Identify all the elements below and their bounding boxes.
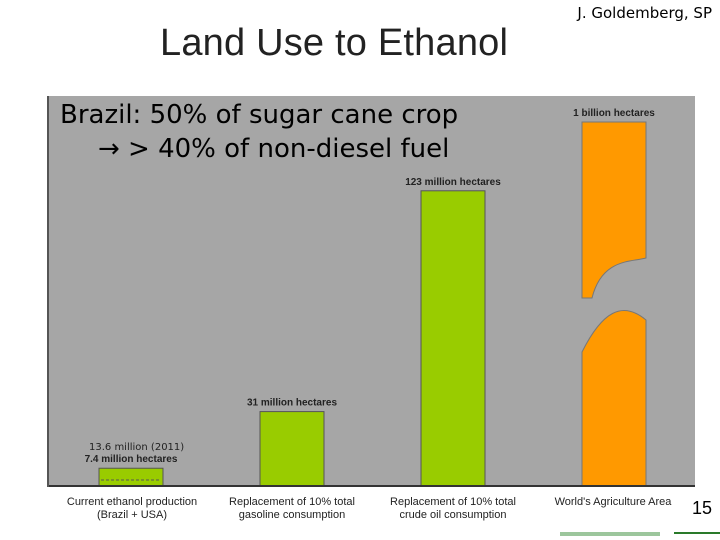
y-axis-line — [47, 96, 49, 487]
category-label-line: World's Agriculture Area — [554, 496, 672, 508]
category-label-line: (Brazil + USA) — [97, 509, 167, 521]
category-label-crude: Replacement of 10% total crude oil consu… — [368, 496, 538, 522]
category-label-line: Current ethanol production — [66, 496, 198, 508]
category-label-current: Current ethanol production (Brazil + USA… — [47, 496, 217, 522]
data-label: 1 billion hectares — [573, 108, 655, 119]
category-label-line: crude oil consumption — [399, 509, 507, 521]
bar — [581, 121, 647, 299]
bar — [259, 411, 325, 487]
brazil-note: Brazil: 50% of sugar cane crop → > 40% o… — [60, 98, 459, 166]
category-label-line: gasoline consumption — [238, 509, 346, 521]
note-line-1: Brazil: 50% of sugar cane crop — [60, 100, 459, 130]
category-label-line: Replacement of 10% total — [229, 496, 355, 508]
note-line-2: → > 40% of non-diesel fuel — [98, 134, 450, 164]
x-axis-line — [49, 485, 695, 487]
data-label: 31 million hectares — [247, 398, 337, 409]
category-label-gasoline: Replacement of 10% total gasoline consum… — [207, 496, 377, 522]
category-label-line: Replacement of 10% total — [390, 496, 516, 508]
page-title: Land Use to Ethanol — [160, 22, 509, 64]
footer-logo — [560, 532, 660, 536]
category-label-world: World's Agriculture Area — [528, 496, 698, 509]
bar — [98, 467, 164, 487]
annotation-2011: 13.6 million (2011) — [89, 442, 184, 453]
bar — [420, 190, 486, 487]
credit-text: J. Goldemberg, SP — [577, 4, 712, 22]
footer-rule — [674, 532, 720, 534]
data-label: 123 million hectares — [405, 177, 501, 188]
page-number: 15 — [691, 498, 712, 518]
data-label: 7.4 million hectares — [85, 454, 178, 465]
bar — [581, 310, 647, 487]
